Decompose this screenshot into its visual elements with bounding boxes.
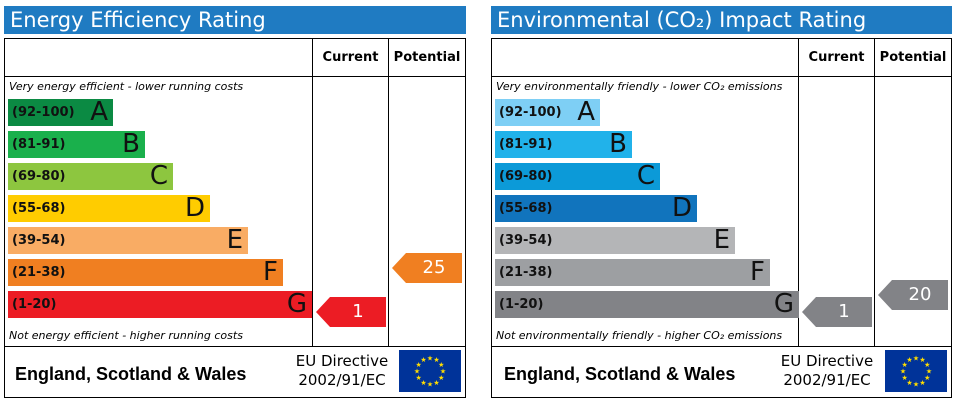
svg-text:★: ★ — [420, 379, 426, 387]
band-range-label: (39-54) — [12, 233, 66, 248]
current-rating-value: 1 — [352, 301, 364, 322]
band-letter-label: E — [713, 225, 730, 255]
directive-line-2: 2002/91/EC — [783, 371, 871, 389]
potential-rating-arrow: 20 — [878, 280, 948, 310]
svg-text:★: ★ — [924, 361, 930, 369]
current-rating-value: 1 — [838, 301, 850, 322]
svg-text:★: ★ — [416, 361, 422, 369]
rating-band-g: (1-20) G — [495, 289, 799, 319]
column-header-current: Current — [322, 50, 379, 65]
band-letter-label: B — [609, 129, 627, 159]
rating-band-c: (69-80) C — [8, 161, 173, 191]
svg-text:★: ★ — [416, 374, 422, 382]
svg-text:★: ★ — [900, 368, 906, 376]
footer-directive: EU Directive 2002/91/EC — [286, 352, 398, 390]
footer-region: England, Scotland & Wales — [504, 364, 736, 384]
svg-text:★: ★ — [913, 381, 919, 389]
band-letter-label: G — [286, 289, 307, 319]
rating-band-c: (69-80) C — [495, 161, 660, 191]
rating-band-d: (55-68) D — [8, 193, 210, 223]
band-letter-label: D — [671, 193, 692, 223]
eu-flag-icon: ★ ★ ★ ★ ★ ★ ★ ★ ★ ★ ★ ★ — [885, 350, 947, 392]
rating-band-a: (92-100) A — [8, 97, 113, 127]
rating-band-e: (39-54) E — [8, 225, 248, 255]
svg-text:★: ★ — [433, 356, 439, 364]
band-range-label: (55-68) — [12, 201, 66, 216]
footer-region: England, Scotland & Wales — [15, 364, 247, 384]
column-header-potential: Potential — [879, 50, 947, 65]
rating-band-b: (81-91) B — [495, 129, 632, 159]
rating-band-b: (81-91) B — [8, 129, 145, 159]
svg-text:★: ★ — [906, 379, 912, 387]
rating-band-d: (55-68) D — [495, 193, 697, 223]
band-range-label: (81-91) — [499, 137, 553, 152]
panel-title: Energy Efficiency Rating — [4, 6, 466, 34]
bottom-caption: Not energy efficient - higher running co… — [9, 329, 243, 342]
svg-text:★: ★ — [420, 356, 426, 364]
column-header-current: Current — [808, 50, 865, 65]
svg-text:★: ★ — [902, 374, 908, 382]
top-caption: Very environmentally friendly - lower CO… — [496, 80, 783, 93]
band-letter-label: D — [184, 193, 205, 223]
band-letter-label: F — [263, 257, 278, 287]
band-range-label: (81-91) — [12, 137, 66, 152]
band-letter-label: C — [149, 161, 168, 191]
directive-line-1: EU Directive — [295, 352, 389, 370]
svg-text:★: ★ — [414, 368, 420, 376]
band-range-label: (92-100) — [12, 105, 75, 120]
svg-text:★: ★ — [913, 355, 919, 363]
band-range-label: (1-20) — [499, 297, 544, 312]
bottom-caption: Not environmentally friendly - higher CO… — [496, 329, 783, 342]
rating-band-f: (21-38) F — [8, 257, 283, 287]
svg-text:★: ★ — [926, 368, 932, 376]
band-range-label: (55-68) — [499, 201, 553, 216]
top-caption: Very energy efficient - lower running co… — [9, 80, 244, 93]
svg-text:★: ★ — [919, 379, 925, 387]
band-range-label: (21-38) — [499, 265, 553, 280]
footer-directive: EU Directive 2002/91/EC — [771, 352, 883, 390]
rating-band-g: (1-20) G — [8, 289, 312, 319]
band-range-label: (69-80) — [12, 169, 66, 184]
potential-rating-arrow: 25 — [392, 253, 462, 283]
energy-efficiency-panel: Energy Efficiency Rating Current Potenti… — [4, 0, 466, 404]
rating-band-f: (21-38) F — [495, 257, 770, 287]
svg-text:★: ★ — [906, 356, 912, 364]
band-letter-label: G — [773, 289, 794, 319]
rating-band-e: (39-54) E — [495, 225, 735, 255]
band-range-label: (1-20) — [12, 297, 57, 312]
svg-text:★: ★ — [924, 374, 930, 382]
band-letter-label: C — [636, 161, 655, 191]
column-header-potential: Potential — [393, 50, 461, 65]
svg-text:★: ★ — [919, 356, 925, 364]
band-letter-label: E — [226, 225, 243, 255]
band-letter-label: A — [577, 97, 595, 127]
band-letter-label: A — [90, 97, 108, 127]
environmental-impact-panel: Environmental (CO₂) Impact Rating Curren… — [491, 0, 952, 404]
eu-flag-icon: ★ ★ ★ ★ ★ ★ ★ ★ ★ ★ ★ ★ — [399, 350, 461, 392]
svg-text:★: ★ — [438, 361, 444, 369]
current-rating-arrow: 1 — [316, 297, 386, 327]
band-range-label: (21-38) — [12, 265, 66, 280]
svg-text:★: ★ — [433, 379, 439, 387]
svg-text:★: ★ — [427, 381, 433, 389]
potential-rating-value: 20 — [908, 284, 932, 305]
rating-band-a: (92-100) A — [495, 97, 600, 127]
directive-line-1: EU Directive — [780, 352, 874, 370]
panel-title: Environmental (CO₂) Impact Rating — [491, 6, 952, 34]
current-rating-arrow: 1 — [802, 297, 872, 327]
band-range-label: (69-80) — [499, 169, 553, 184]
svg-text:★: ★ — [438, 374, 444, 382]
band-letter-label: B — [122, 129, 140, 159]
svg-text:★: ★ — [440, 368, 446, 376]
band-range-label: (39-54) — [499, 233, 553, 248]
band-range-label: (92-100) — [499, 105, 562, 120]
band-letter-label: F — [750, 257, 765, 287]
svg-text:★: ★ — [902, 361, 908, 369]
directive-line-2: 2002/91/EC — [298, 371, 386, 389]
potential-rating-value: 25 — [422, 257, 446, 278]
svg-text:★: ★ — [427, 355, 433, 363]
